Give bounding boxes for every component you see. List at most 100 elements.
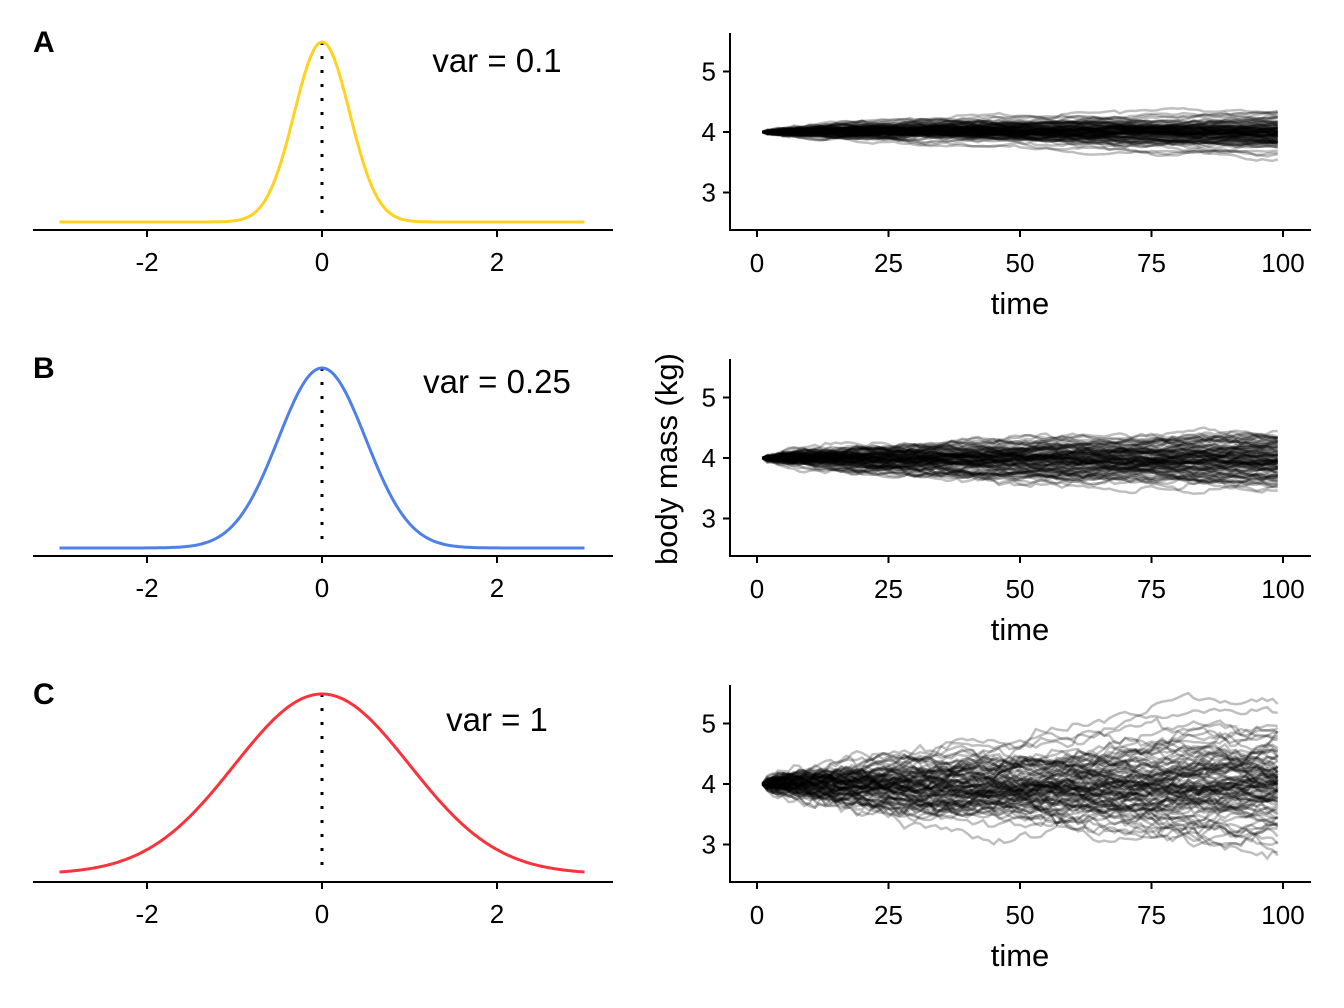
y-tick-label: 3: [702, 178, 716, 208]
walk-path: [761, 774, 1279, 813]
walk-path: [761, 765, 1279, 811]
walk-path: [762, 126, 1279, 140]
walk-path: [762, 125, 1278, 139]
walk-path: [762, 452, 1279, 477]
walk-path: [762, 449, 1279, 480]
walk-path: [762, 127, 1278, 149]
walk-path: [762, 780, 1279, 824]
walk-path: [761, 776, 1279, 857]
walk-path: [762, 123, 1278, 138]
walk-path: [761, 456, 1278, 479]
panel-label: B: [33, 352, 55, 385]
walk-path: [761, 438, 1278, 465]
walk-path: [761, 728, 1279, 788]
walk-path: [761, 777, 1278, 812]
x-tick-label: 100: [1261, 248, 1304, 278]
x-tick-label: -2: [135, 247, 158, 277]
walk-path: [762, 780, 1279, 829]
density-panel-C: C -2 0 2 var = 1: [33, 678, 613, 929]
density-curve: [59, 692, 585, 874]
walk-path: [761, 773, 1279, 803]
walk-path: [761, 705, 1278, 785]
walk-path: [762, 781, 1278, 827]
walk-path: [761, 441, 1279, 469]
walk-path: [762, 452, 1279, 482]
walk-path: [762, 123, 1279, 138]
walk-path: [762, 444, 1278, 474]
walk-path: [762, 769, 1278, 831]
walk-path: [761, 755, 1279, 791]
walk-path: [761, 760, 1279, 798]
walk-path: [762, 455, 1278, 482]
walk-path: [762, 125, 1279, 137]
walk-path: [762, 447, 1278, 480]
walk-path: [762, 770, 1279, 798]
walk-path: [762, 123, 1278, 135]
walk-path: [761, 129, 1278, 146]
walk-path: [762, 110, 1278, 136]
walk-path: [762, 743, 1279, 789]
walk-path: [761, 780, 1278, 838]
walk-path: [761, 124, 1279, 138]
walk-path: [762, 128, 1278, 143]
walk-path: [761, 746, 1279, 785]
x-tick-label: 25: [874, 574, 903, 604]
walk-path: [761, 457, 1278, 476]
y-tick-label: 3: [702, 504, 716, 534]
x-tick-label: 100: [1261, 900, 1304, 930]
walk-path: [762, 447, 1279, 487]
walk-path: [762, 730, 1279, 799]
walk-path: [762, 443, 1279, 463]
walk-path: [762, 116, 1278, 143]
walk-path: [761, 456, 1279, 478]
walk-path: [761, 773, 1279, 812]
walk-path: [761, 769, 1278, 802]
x-tick-label: 2: [490, 573, 504, 603]
walk-path: [762, 441, 1279, 475]
x-tick-label: 50: [1006, 574, 1035, 604]
walk-path: [762, 123, 1278, 142]
walk-path: [761, 780, 1279, 816]
walk-path: [762, 455, 1278, 492]
walk-path: [761, 780, 1278, 814]
walk-path: [762, 126, 1278, 138]
walk-path: [762, 455, 1278, 485]
walk-path: [762, 451, 1278, 469]
walk-path: [761, 729, 1278, 786]
walk-path: [761, 764, 1279, 803]
walk-path: [762, 456, 1279, 479]
walk-path: [762, 444, 1278, 462]
walk-path: [762, 127, 1278, 148]
walk-path: [762, 127, 1278, 146]
walk-path: [762, 449, 1279, 474]
y-tick-label: 5: [702, 57, 716, 87]
walk-path: [762, 447, 1278, 479]
walk-path: [762, 782, 1279, 846]
walk-path: [761, 114, 1278, 134]
walk-path: [761, 775, 1279, 808]
walk-path: [761, 770, 1279, 822]
walk-path: [761, 777, 1279, 819]
walk-path: [762, 448, 1279, 466]
walk-path: [761, 125, 1278, 147]
walk-path: [762, 129, 1278, 157]
walk-path: [762, 760, 1278, 809]
walk-path: [761, 456, 1278, 482]
walk-path: [762, 719, 1278, 791]
walk-path: [761, 437, 1278, 469]
walk-path: [762, 434, 1278, 460]
walk-path: [762, 124, 1278, 143]
walk-path: [762, 114, 1279, 137]
walk-path: [762, 451, 1278, 472]
walk-path: [762, 760, 1279, 809]
walk-path: [762, 444, 1278, 470]
walk-path: [762, 435, 1278, 461]
walk-path: [762, 451, 1279, 483]
walk-path: [762, 432, 1279, 462]
walk-path: [762, 443, 1279, 460]
walk-path: [762, 125, 1279, 141]
walk-path: [762, 124, 1279, 147]
walk-path: [761, 759, 1278, 795]
walk-path: [762, 448, 1279, 471]
